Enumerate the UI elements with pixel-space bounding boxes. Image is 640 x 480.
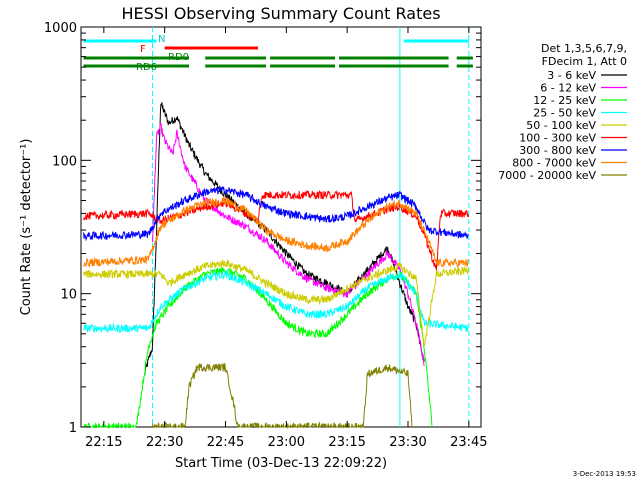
x-tick-label-2: 22:30 (146, 435, 183, 450)
series-line-25-50-kev (83, 269, 469, 334)
series-line-12-25-kev (83, 267, 433, 429)
series-line-100-300-kev (83, 189, 469, 271)
series-line-6-12-kev (152, 122, 425, 366)
flags-layer (83, 39, 473, 68)
x-tick-label-5: 23:15 (328, 435, 365, 450)
x-axis-label: Start Time (03-Dec-13 22:09:22) (175, 456, 387, 471)
series-layer (83, 102, 469, 429)
chart-title: HESSI Observing Summary Count Rates (121, 4, 440, 23)
y-axis-ticks: 1 10 100 1000 (44, 21, 481, 436)
flag-label-rd0: RD0 (168, 52, 189, 63)
legend-label-25-50-kev: 25 - 50 keV (533, 107, 596, 120)
legend: Det 1,3,5,6,7,9, FDecim 1, Att 0 3 - 6 k… (498, 42, 627, 182)
x-axis-ticks: 22:15 22:30 22:45 23:00 23:15 23:30 23:45 (85, 27, 488, 450)
series-line-300-800-kev (83, 186, 469, 242)
y-tick-label-2: 10 (60, 288, 77, 303)
y-tick-label-4: 1000 (44, 21, 77, 36)
legend-label-50-100-kev: 50 - 100 keV (526, 119, 596, 132)
x-tick-label-3: 22:45 (207, 435, 244, 450)
series-line-3-6-kev (143, 102, 425, 376)
x-tick-label-6: 23:30 (389, 435, 426, 450)
flag-label-rd6: RD6 (136, 62, 157, 73)
y-tick-label-1: 1 (69, 421, 77, 436)
series-line-50-100-kev (83, 259, 469, 347)
flag-label-f: F (140, 44, 146, 55)
y-tick-label-3: 100 (52, 154, 77, 169)
legend-label-12-25-kev: 12 - 25 keV (533, 94, 596, 107)
legend-label-300-800-kev: 300 - 800 keV (519, 144, 596, 157)
legend-label-6-12-kev: 6 - 12 keV (540, 82, 596, 95)
flag-label-n: N (158, 34, 165, 45)
legend-label-7000-20000-kev: 7000 - 20000 keV (498, 169, 596, 182)
series-line-800-7000-kev (83, 196, 469, 269)
x-tick-label-4: 23:00 (268, 435, 305, 450)
series-line-7000-20000-kev (152, 362, 413, 429)
x-tick-label-1: 22:15 (85, 435, 122, 450)
legend-label-800-7000-kev: 800 - 7000 keV (512, 157, 596, 170)
legend-label-100-300-kev: 100 - 300 keV (519, 132, 596, 145)
legend-header-line-2: FDecim 1, Att 0 (542, 55, 627, 68)
timestamp: 3-Dec-2013 19:53 (573, 470, 636, 478)
x-tick-label-7: 23:45 (450, 435, 487, 450)
y-axis-label: Count Rate (s⁻¹ detector⁻¹) (19, 139, 34, 316)
legend-label-3-6-kev: 3 - 6 keV (547, 69, 596, 82)
legend-header-line-1: Det 1,3,5,6,7,9, (541, 42, 627, 55)
